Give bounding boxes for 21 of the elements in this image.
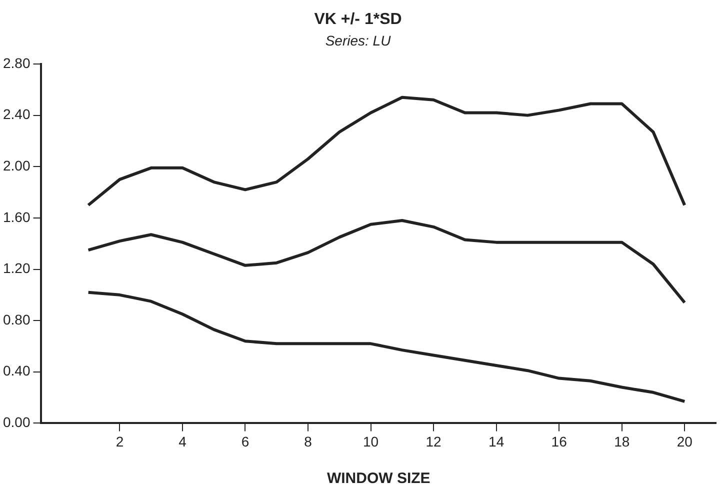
x-tick-label: 20 [676,433,693,450]
x-tick-label: 16 [551,433,568,450]
x-tick-label: 14 [488,433,504,450]
x-tick-label: 18 [614,433,630,450]
x-tick-label: 2 [116,433,124,450]
chart-title: VK +/- 1*SD [314,11,402,28]
x-tick-label: 10 [362,433,379,450]
y-tick-label: 2.40 [3,106,30,122]
x-tick-label: 8 [304,433,312,450]
y-tick-label: 2.80 [3,54,30,71]
y-tick-label: 0.40 [3,362,30,379]
x-tick-label: 4 [178,433,187,450]
y-tick-label: 1.60 [3,208,30,225]
y-tick-label: 0.80 [3,311,30,328]
y-tick-label: 2.00 [3,157,30,174]
chart-subtitle: Series: LU [325,32,392,48]
x-tick-label: 6 [241,433,250,450]
y-tick-label: 0.00 [3,414,30,430]
x-axis-title: WINDOW SIZE [326,470,430,488]
x-tick-label: 12 [426,433,442,450]
y-tick-label: 1.20 [3,260,30,276]
